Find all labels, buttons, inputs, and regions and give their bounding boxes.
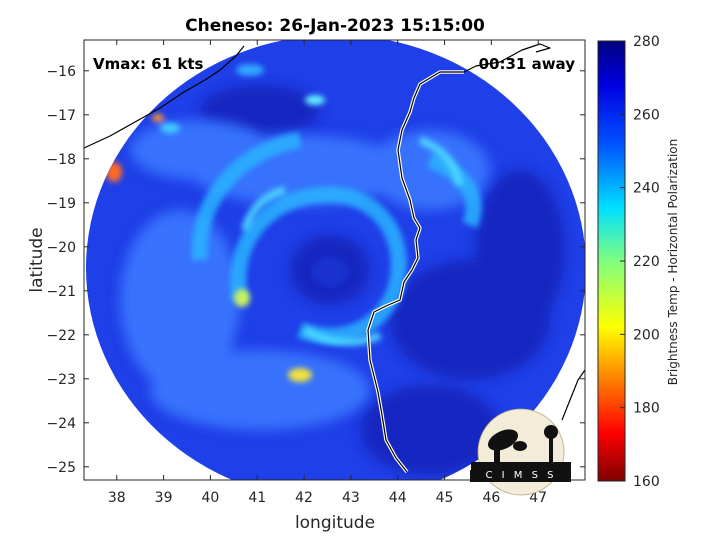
x-axis-label: longitude [295,513,375,533]
x-axis: 38 39 40 41 42 43 44 45 46 47 [108,40,547,506]
y-tick-label: −23 [46,372,76,388]
y-axis: −16 −17 −18 −19 −20 −21 −22 −23 −24 −25 [46,64,585,476]
x-tick-label: 42 [295,490,313,506]
colorbar-label: Brightness Temp - Horizontal Polarizatio… [666,139,680,386]
vmax-annotation: Vmax: 61 kts [93,55,203,73]
y-tick-label: −19 [46,196,76,212]
x-tick-label: 47 [529,490,547,506]
y-tick-label: −17 [46,108,76,124]
x-tick-label: 46 [482,490,500,506]
y-tick-label: −22 [46,328,76,344]
cimss-logo: C I M S S [470,408,571,496]
x-tick-label: 39 [155,490,173,506]
colorbar-tick-label: 240 [633,181,660,197]
x-tick-label: 45 [436,490,454,506]
colorbar-tick-label: 160 [633,474,660,490]
colorbar-tick-label: 280 [633,34,660,50]
x-tick-label: 38 [108,490,126,506]
x-tick-label: 41 [248,490,266,506]
y-axis-label: latitude [27,227,47,292]
y-tick-label: −20 [46,240,76,256]
swath-image [84,40,585,480]
y-tick-label: −16 [46,64,76,80]
axes-frame [83,39,586,481]
time-away-annotation: 00:31 away [479,55,576,73]
colorbar-tick-label: 220 [633,254,660,270]
x-tick-label: 44 [389,490,407,506]
colorbar-tick-label: 180 [633,401,660,417]
colorbar-ticks: 160 180 200 220 240 260 280 [620,34,660,490]
x-tick-label: 40 [202,490,220,506]
chart-title: Cheneso: 26-Jan-2023 15:15:00 [185,16,485,36]
y-tick-label: −21 [46,284,76,300]
y-tick-label: −18 [46,152,76,168]
svg-text:C I M S S: C I M S S [486,470,557,481]
y-tick-label: −25 [46,460,76,476]
colorbar-tick-label: 200 [633,327,660,343]
y-tick-label: −24 [46,416,76,432]
x-tick-label: 43 [342,490,360,506]
colorbar-tick-label: 260 [633,107,660,123]
